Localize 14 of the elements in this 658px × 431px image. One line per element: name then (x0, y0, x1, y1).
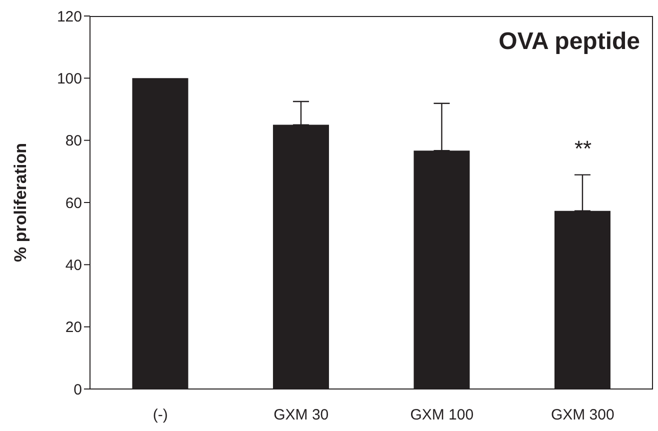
x-tick-label: GXM 100 (410, 406, 474, 424)
text: OVA peptide (498, 28, 640, 56)
annotation: ** (573, 136, 593, 161)
y-tick-label: 0 (74, 381, 82, 398)
y-tick-label: 80 (65, 132, 82, 150)
y-axis-title: % proliferation (11, 142, 30, 262)
y-tick-label: 20 (65, 319, 82, 336)
y-tick-label: 120 (56, 8, 82, 26)
x-tick-label: GXM 300 (550, 406, 614, 424)
y-tick-label: 60 (65, 194, 82, 212)
y-tick-label: 40 (65, 256, 82, 274)
y-tick-label: 100 (56, 70, 82, 88)
x-tick-label: (-) (152, 406, 168, 424)
x-tick-label: GXM 30 (274, 406, 329, 424)
